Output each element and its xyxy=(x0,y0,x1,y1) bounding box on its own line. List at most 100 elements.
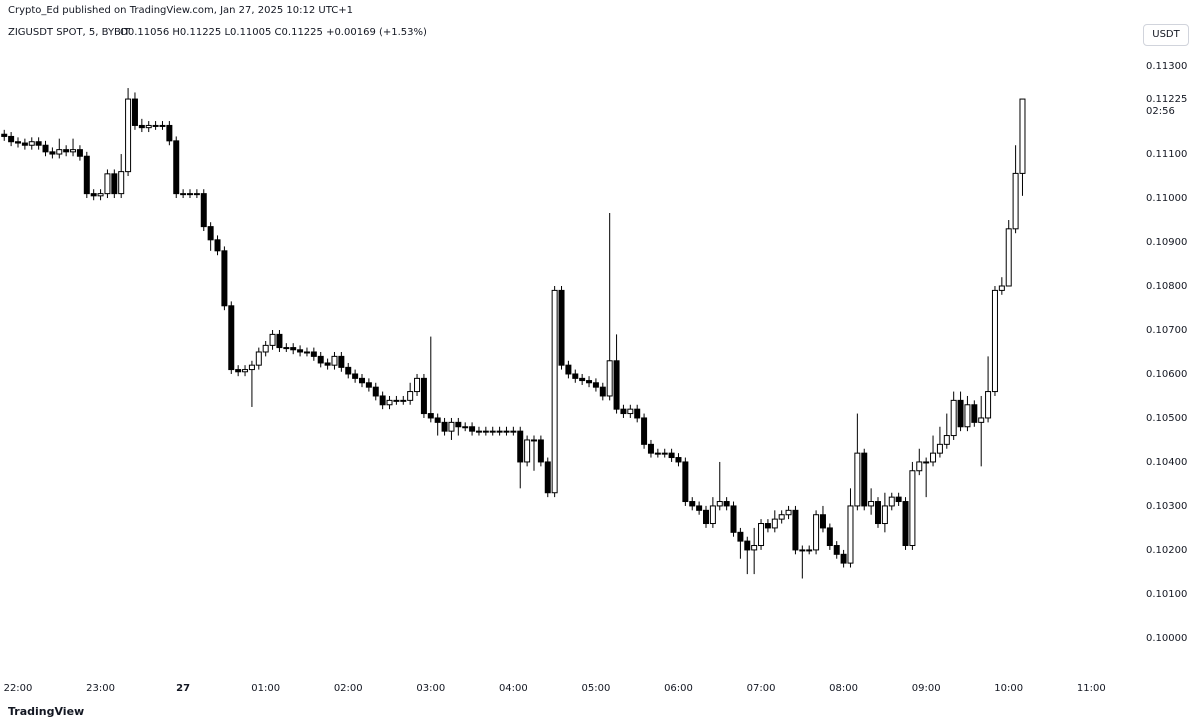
candle-body xyxy=(537,439,544,463)
candle-body xyxy=(916,461,923,472)
candle-body xyxy=(654,452,661,455)
candle-body xyxy=(414,377,421,393)
x-tick-label: 07:00 xyxy=(747,683,776,694)
candle-body xyxy=(104,173,111,195)
candle-body xyxy=(276,333,283,349)
candle-body xyxy=(565,364,572,375)
candle-body xyxy=(544,461,551,494)
currency-button[interactable]: USDT xyxy=(1143,24,1189,46)
candle-body xyxy=(145,124,152,129)
candle-body xyxy=(455,421,462,428)
candle-body xyxy=(228,305,235,371)
candle-body xyxy=(462,426,469,429)
candle-body xyxy=(647,443,654,454)
candle-body xyxy=(365,382,372,388)
candle-body xyxy=(840,553,847,564)
y-tick-label: 0.10200 xyxy=(1146,545,1187,556)
candle-body xyxy=(510,430,517,433)
x-tick-label: 10:00 xyxy=(994,683,1023,694)
candle-body xyxy=(854,452,861,507)
candle-body xyxy=(21,142,28,146)
candle-body xyxy=(49,151,56,155)
candle-body xyxy=(1019,98,1026,174)
candle-body xyxy=(991,289,998,393)
candle-body xyxy=(125,98,132,173)
candle-body xyxy=(393,399,400,402)
candle-body xyxy=(964,404,971,428)
candle-body xyxy=(70,149,77,153)
y-tick-label: 0.10900 xyxy=(1146,237,1187,248)
x-tick-label: 09:00 xyxy=(912,683,941,694)
candle-body xyxy=(661,452,668,455)
candle-body xyxy=(792,509,799,551)
candle-body xyxy=(386,399,393,406)
y-tick-label: 0.10300 xyxy=(1146,501,1187,512)
candle-body xyxy=(434,417,441,423)
y-tick-label: 0.10400 xyxy=(1146,457,1187,468)
candle-body xyxy=(668,452,675,459)
last-price-label: 0.11225 xyxy=(1146,94,1187,105)
y-tick-label: 0.11100 xyxy=(1146,149,1187,160)
candle-body xyxy=(83,155,90,195)
candle-body xyxy=(737,531,744,542)
candle-body xyxy=(303,351,310,354)
candle-body xyxy=(524,439,531,463)
candle-body xyxy=(785,509,792,516)
y-tick-label: 0.11000 xyxy=(1146,193,1187,204)
candle-body xyxy=(909,470,916,547)
candle-body xyxy=(42,144,49,153)
candle-body xyxy=(441,421,448,432)
y-tick-label: 0.10100 xyxy=(1146,589,1187,600)
x-tick-label: 23:00 xyxy=(86,683,115,694)
candle-body xyxy=(813,514,820,551)
candle-body xyxy=(193,193,200,196)
candle-body xyxy=(152,124,159,127)
candle-body xyxy=(407,391,414,401)
candle-body xyxy=(799,549,806,552)
candle-body xyxy=(751,545,758,551)
candle-body xyxy=(641,417,648,445)
candle-body xyxy=(682,461,689,503)
candle-body xyxy=(943,435,950,445)
candle-body xyxy=(475,430,482,433)
candle-body xyxy=(985,391,992,419)
candle-body xyxy=(97,193,104,197)
candle-body xyxy=(324,362,331,366)
candle-body xyxy=(764,523,771,529)
candle-body xyxy=(806,549,813,552)
candle-body xyxy=(1,133,8,137)
candle-body xyxy=(895,496,902,503)
y-tick-label: 0.10800 xyxy=(1146,281,1187,292)
candle-body xyxy=(627,408,634,415)
candle-body xyxy=(214,239,221,252)
candle-body xyxy=(338,355,345,368)
candle-body xyxy=(888,496,895,507)
candle-body xyxy=(448,421,455,432)
y-tick-label: 0.10000 xyxy=(1146,633,1187,644)
candle-body xyxy=(372,386,379,397)
candle-body xyxy=(923,461,930,464)
candle-body xyxy=(496,430,503,433)
candle-body xyxy=(352,373,359,379)
y-tick-label: 0.10500 xyxy=(1146,413,1187,424)
candle-body xyxy=(242,369,249,373)
candle-body xyxy=(310,351,317,357)
candle-body xyxy=(359,377,365,384)
candle-body xyxy=(599,386,606,397)
candle-body xyxy=(283,347,290,350)
candle-body xyxy=(255,351,262,366)
candle-body xyxy=(297,349,304,353)
x-tick-label: 11:00 xyxy=(1077,683,1106,694)
candle-body xyxy=(930,452,937,463)
candle-body xyxy=(489,430,496,433)
candle-body xyxy=(221,250,228,307)
candle-body xyxy=(675,457,682,463)
candle-body xyxy=(998,285,1005,291)
candle-body xyxy=(579,377,586,382)
candle-body xyxy=(703,509,709,525)
x-tick-label: 05:00 xyxy=(582,683,611,694)
x-tick-label: 08:00 xyxy=(829,683,858,694)
y-tick-label: 0.10700 xyxy=(1146,325,1187,336)
